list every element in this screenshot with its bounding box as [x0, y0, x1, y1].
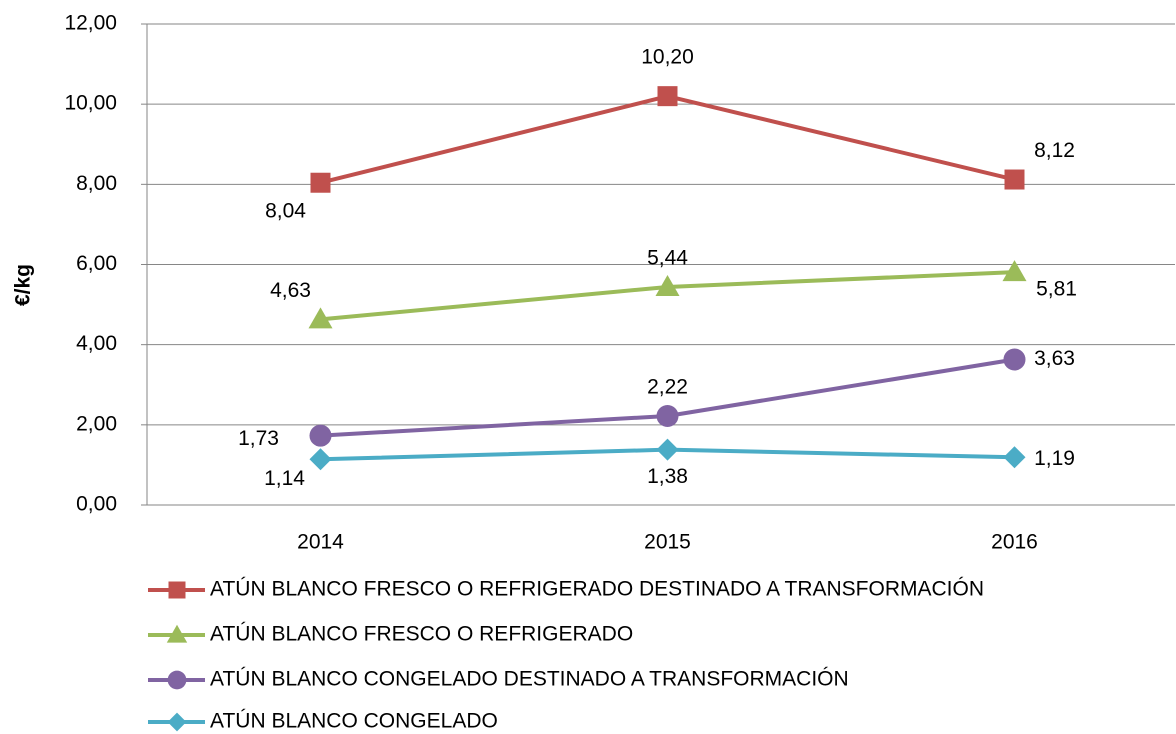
data-label: 10,20 [641, 46, 694, 69]
legend-label: ATÚN BLANCO CONGELADO DESTINADO A TRANSF… [210, 668, 849, 691]
x-tick-label: 2015 [644, 531, 691, 554]
series-line [320, 94, 1015, 185]
y-tick-label: 6,00 [76, 252, 117, 275]
marker [309, 424, 332, 447]
y-tick-label: 12,00 [64, 12, 117, 35]
data-label: 8,12 [1034, 139, 1075, 162]
x-tick-label: 2016 [991, 531, 1038, 554]
marker [656, 405, 679, 428]
marker [1004, 169, 1025, 190]
marker [309, 448, 332, 471]
y-tick-label: 0,00 [76, 493, 117, 516]
y-tick-label: 10,00 [64, 92, 117, 115]
data-label: 1,14 [264, 467, 305, 490]
marker [310, 172, 331, 193]
marker [656, 438, 679, 461]
data-label: 3,63 [1034, 347, 1075, 370]
x-tick-label: 2014 [297, 531, 344, 554]
legend-marker [166, 624, 188, 643]
legend-marker [168, 581, 186, 599]
data-label: 5,81 [1036, 278, 1077, 301]
marker [308, 307, 333, 329]
data-label: 1,19 [1034, 447, 1075, 470]
marker [1002, 260, 1027, 282]
y-tick-label: 8,00 [76, 172, 117, 195]
legend-label: ATÚN BLANCO CONGELADO [210, 710, 498, 733]
legend-label: ATÚN BLANCO FRESCO O REFRIGERADO [210, 623, 633, 646]
data-label: 8,04 [265, 199, 306, 222]
legend-label: ATÚN BLANCO FRESCO O REFRIGERADO DESTINA… [210, 578, 984, 601]
marker [657, 86, 678, 107]
data-label: 1,73 [238, 427, 279, 450]
legend-marker [167, 670, 187, 690]
legend-marker [167, 712, 187, 732]
data-label: 1,38 [647, 465, 688, 488]
data-label: 4,63 [270, 279, 311, 302]
y-tick-label: 4,00 [76, 332, 117, 355]
data-label: 2,22 [647, 376, 688, 399]
y-tick-label: 2,00 [76, 412, 117, 435]
data-label: 5,44 [647, 246, 688, 269]
marker [655, 274, 680, 296]
y-axis-label: €/kg [12, 264, 35, 306]
marker [1003, 446, 1026, 469]
marker [1003, 348, 1026, 371]
